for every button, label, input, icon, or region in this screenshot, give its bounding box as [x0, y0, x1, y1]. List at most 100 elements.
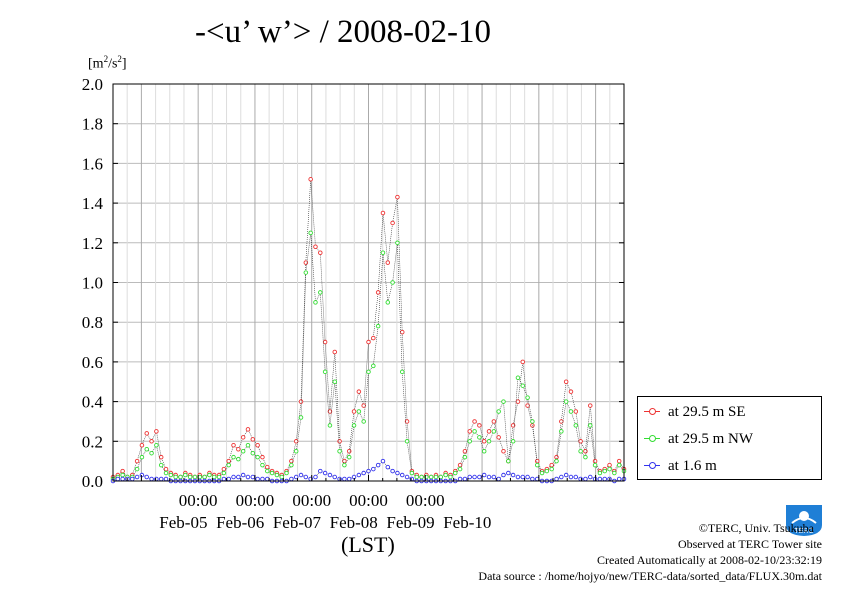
data-point: [361, 470, 366, 476]
y-tick-label: 2.0: [82, 75, 103, 94]
data-point: [602, 476, 607, 482]
data-point: [491, 429, 497, 434]
data-point: [395, 470, 400, 476]
data-point: [356, 389, 362, 394]
data-point: [250, 474, 256, 480]
data-point: [602, 468, 607, 474]
created-text: Created Automatically at 2008-02-10/23:3…: [597, 553, 822, 567]
data-point: [404, 439, 410, 444]
data-point: [134, 458, 140, 464]
y-tick-label: 0.4: [82, 393, 104, 412]
data-point: [236, 446, 241, 452]
data-point: [187, 474, 193, 480]
svg-text:TERC: TERC: [794, 528, 813, 535]
data-point: [298, 472, 304, 478]
data-point: [616, 462, 622, 468]
data-point: [255, 454, 260, 460]
data-point: [472, 419, 477, 424]
legend: at 29.5 m SE at 29.5 m NW at 1.6 m: [637, 396, 822, 480]
x-tick-date-label: Feb-05: [159, 513, 207, 532]
data-point: [443, 472, 448, 478]
data-point: [356, 472, 362, 478]
data-point: [327, 472, 333, 478]
y-tick-label: 0.8: [82, 313, 103, 332]
data-point: [588, 403, 593, 408]
data-point: [380, 458, 386, 464]
legend-label-low: at 1.6 m: [668, 457, 717, 474]
data-point: [491, 419, 497, 424]
data-point: [240, 435, 246, 440]
data-point: [583, 476, 588, 482]
data-point: [342, 458, 347, 464]
legend-marker-low: [644, 459, 660, 473]
data-point: [366, 369, 371, 375]
data-point: [481, 472, 487, 478]
data-point: [322, 369, 328, 375]
data-point: [337, 448, 342, 454]
data-point: [530, 423, 535, 428]
data-point: [462, 476, 468, 482]
y-tick-label: 1.8: [82, 115, 103, 134]
data-point: [211, 474, 217, 480]
legend-marker-nw: [644, 432, 660, 446]
data-point: [506, 458, 511, 464]
y-tick-label: 1.2: [82, 234, 103, 253]
data-point: [467, 439, 472, 444]
legend-item-low: at 1.6 m: [644, 456, 717, 476]
data-point: [554, 458, 559, 464]
data-point: [134, 474, 140, 480]
data-point: [139, 454, 145, 460]
data-point: [163, 476, 169, 482]
data-point: [501, 448, 506, 454]
data-point: [409, 470, 415, 476]
data-point: [332, 379, 338, 385]
data-point: [250, 437, 256, 442]
data-point: [530, 476, 535, 482]
data-point: [467, 474, 472, 480]
data-point: [361, 419, 366, 424]
terc-logo-icon: TERC: [786, 505, 822, 536]
data-point: [346, 454, 352, 460]
data-point: [559, 419, 564, 424]
data-point: [313, 300, 318, 305]
data-point: [327, 423, 333, 428]
data-point: [385, 300, 391, 305]
data-point: [226, 476, 231, 482]
data-point: [274, 472, 280, 478]
data-point: [467, 429, 472, 434]
y-tick-label: 1.4: [82, 194, 104, 213]
data-point: [260, 462, 265, 468]
data-point: [544, 468, 550, 474]
data-point: [597, 470, 603, 476]
data-point: [563, 399, 569, 404]
data-point: [554, 454, 559, 460]
data-point: [380, 210, 386, 216]
data-point: [168, 472, 174, 478]
data-point: [534, 462, 540, 468]
data-point: [351, 423, 357, 428]
data-point: [414, 474, 419, 480]
data-point: [477, 423, 482, 428]
data-point: [221, 476, 227, 482]
data-point: [130, 476, 135, 482]
data-point: [539, 470, 545, 476]
data-point: [120, 472, 125, 478]
data-point: [573, 423, 579, 428]
data-point: [457, 466, 463, 472]
data-point: [144, 474, 149, 480]
data-point: [510, 439, 516, 444]
data-point: [496, 476, 501, 482]
x-tick-date-label: Feb-06: [216, 513, 264, 532]
data-point: [303, 270, 309, 275]
x-tick-date-label: Feb-09: [386, 513, 434, 532]
data-point: [260, 454, 265, 460]
data-point: [356, 409, 362, 414]
data-point: [612, 470, 617, 476]
data-point: [510, 472, 516, 478]
data-point: [472, 474, 477, 480]
data-point: [318, 250, 323, 255]
legend-item-nw: at 29.5 m NW: [644, 429, 753, 449]
data-point: [390, 468, 395, 474]
data-point: [515, 399, 521, 404]
data-point: [573, 474, 579, 480]
